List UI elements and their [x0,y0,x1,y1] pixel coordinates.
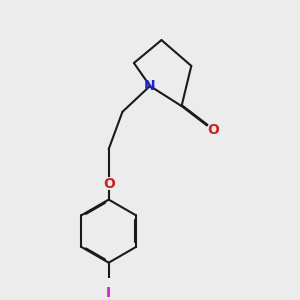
Text: I: I [106,286,111,299]
Text: O: O [103,176,115,190]
Text: N: N [144,79,156,93]
Text: O: O [207,123,219,137]
